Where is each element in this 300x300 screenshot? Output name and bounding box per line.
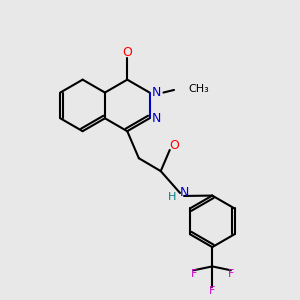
Text: N: N <box>152 112 161 125</box>
Text: O: O <box>122 46 132 59</box>
Text: F: F <box>190 269 197 279</box>
Text: N: N <box>152 86 161 99</box>
Text: H: H <box>168 192 176 202</box>
Text: CH₃: CH₃ <box>188 84 208 94</box>
Text: F: F <box>228 269 234 279</box>
Text: F: F <box>209 286 215 296</box>
Text: N: N <box>179 187 189 200</box>
Text: O: O <box>169 139 178 152</box>
